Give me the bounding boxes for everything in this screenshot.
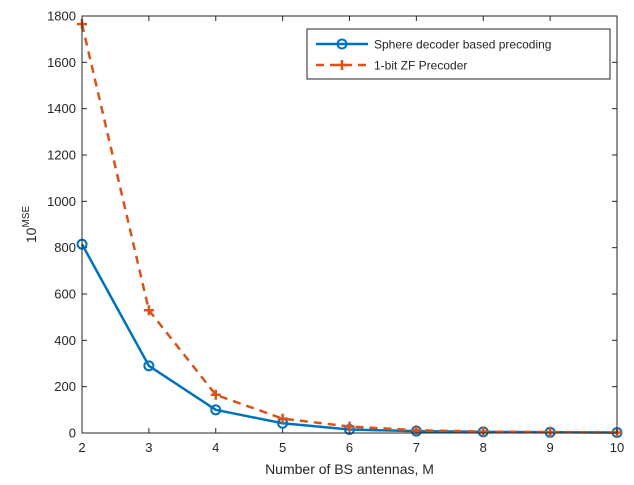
- y-axis-label: 10MSE: [21, 206, 39, 244]
- x-tick-label: 10: [610, 440, 624, 455]
- data-point: [143, 360, 155, 372]
- data-point: [478, 426, 489, 437]
- data-point: [143, 305, 154, 316]
- x-axis-label: Number of BS antennas, M: [265, 461, 434, 477]
- x-tick-label: 5: [279, 440, 286, 455]
- data-point: [210, 389, 221, 400]
- y-tick-label: 600: [54, 287, 76, 302]
- series-layer: [76, 19, 623, 439]
- legend-marker: [336, 38, 348, 50]
- legend-marker: [337, 60, 347, 70]
- y-tick-label: 1800: [47, 9, 76, 24]
- data-point: [545, 427, 556, 438]
- x-tick-label: 4: [212, 440, 219, 455]
- y-tick-label: 800: [54, 240, 76, 255]
- data-point: [210, 404, 222, 416]
- y-tick-label: 400: [54, 333, 76, 348]
- y-tick-label: 1600: [47, 55, 76, 70]
- data-point: [344, 421, 355, 432]
- data-point: [277, 413, 288, 424]
- y-tick-label: 1200: [47, 148, 76, 163]
- legend-box: [306, 28, 611, 80]
- legend: Sphere decoder based precoding 1-bit ZF P…: [306, 28, 611, 80]
- x-tick-label: 7: [413, 440, 420, 455]
- x-tick-label: 3: [145, 440, 152, 455]
- y-axis-label-base: 10: [23, 227, 39, 243]
- plot-frame: [81, 15, 618, 434]
- tick-labels: 2 3 4 5 6 7 8 9 10 0 200 400 600 800 1000 1200 1400 1600 1…: [47, 9, 624, 456]
- y-tick-label: 0: [69, 426, 76, 441]
- y-tick-label: 1400: [47, 101, 76, 116]
- legend-label: 1-bit ZF Precoder: [374, 59, 467, 73]
- data-point: [411, 425, 422, 436]
- y-tick-label: 200: [54, 379, 76, 394]
- x-tick-label: 6: [346, 440, 353, 455]
- x-tick-label: 9: [547, 440, 554, 455]
- x-tick-label: 8: [480, 440, 487, 455]
- y-tick-label: 1000: [47, 194, 76, 209]
- x-tick-label: 2: [78, 440, 85, 455]
- plot-area: [82, 16, 617, 433]
- legend-label: Sphere decoder based precoding: [374, 38, 551, 52]
- y-axis-label-exponent: MSE: [21, 206, 32, 228]
